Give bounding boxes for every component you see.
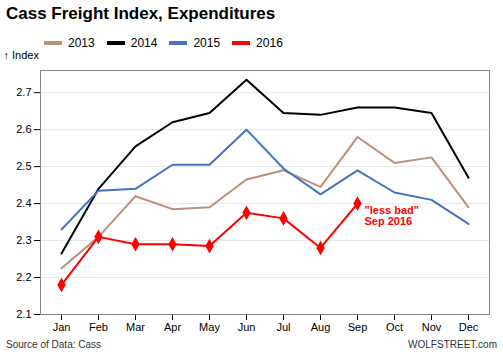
svg-text:2.6: 2.6 [16,123,31,135]
svg-text:Jun: Jun [238,321,256,333]
html-text:2016: 2016 [256,35,283,50]
svg-text:Feb: Feb [89,321,108,333]
html-text:WOLFSTREET.com: WOLFSTREET.com [408,339,497,350]
svg-text:Sep: Sep [348,321,368,333]
html-text:Cass Freight Index, Expenditur: Cass Freight Index, Expenditures [6,4,276,23]
svg-text:Aug: Aug [311,321,331,333]
svg-text:2.2: 2.2 [16,271,31,283]
svg-text:Mar: Mar [126,321,145,333]
svg-text:2.5: 2.5 [16,160,31,172]
html-text:2015: 2015 [193,35,221,50]
svg-text:↑ Index: ↑ Index [4,49,40,61]
svg-text:Apr: Apr [164,321,181,333]
svg-text:May: May [199,321,220,333]
html-text:2013: 2013 [68,35,95,50]
svg-text:Jan: Jan [53,321,71,333]
html-text:2014: 2014 [130,35,158,50]
svg-text:2.4: 2.4 [16,197,31,209]
svg-text:2.7: 2.7 [16,86,31,98]
svg-text:2.3: 2.3 [16,234,31,246]
svg-text:"less bad"Sep 2016: "less bad"Sep 2016 [365,204,419,227]
svg-text:Oct: Oct [386,321,403,333]
html-text:Source of Data: Cass: Source of Data: Cass [6,339,101,350]
svg-text:Nov: Nov [422,321,442,333]
svg-text:Dec: Dec [459,321,479,333]
svg-text:Jul: Jul [276,321,290,333]
svg-text:2.1: 2.1 [16,308,31,320]
